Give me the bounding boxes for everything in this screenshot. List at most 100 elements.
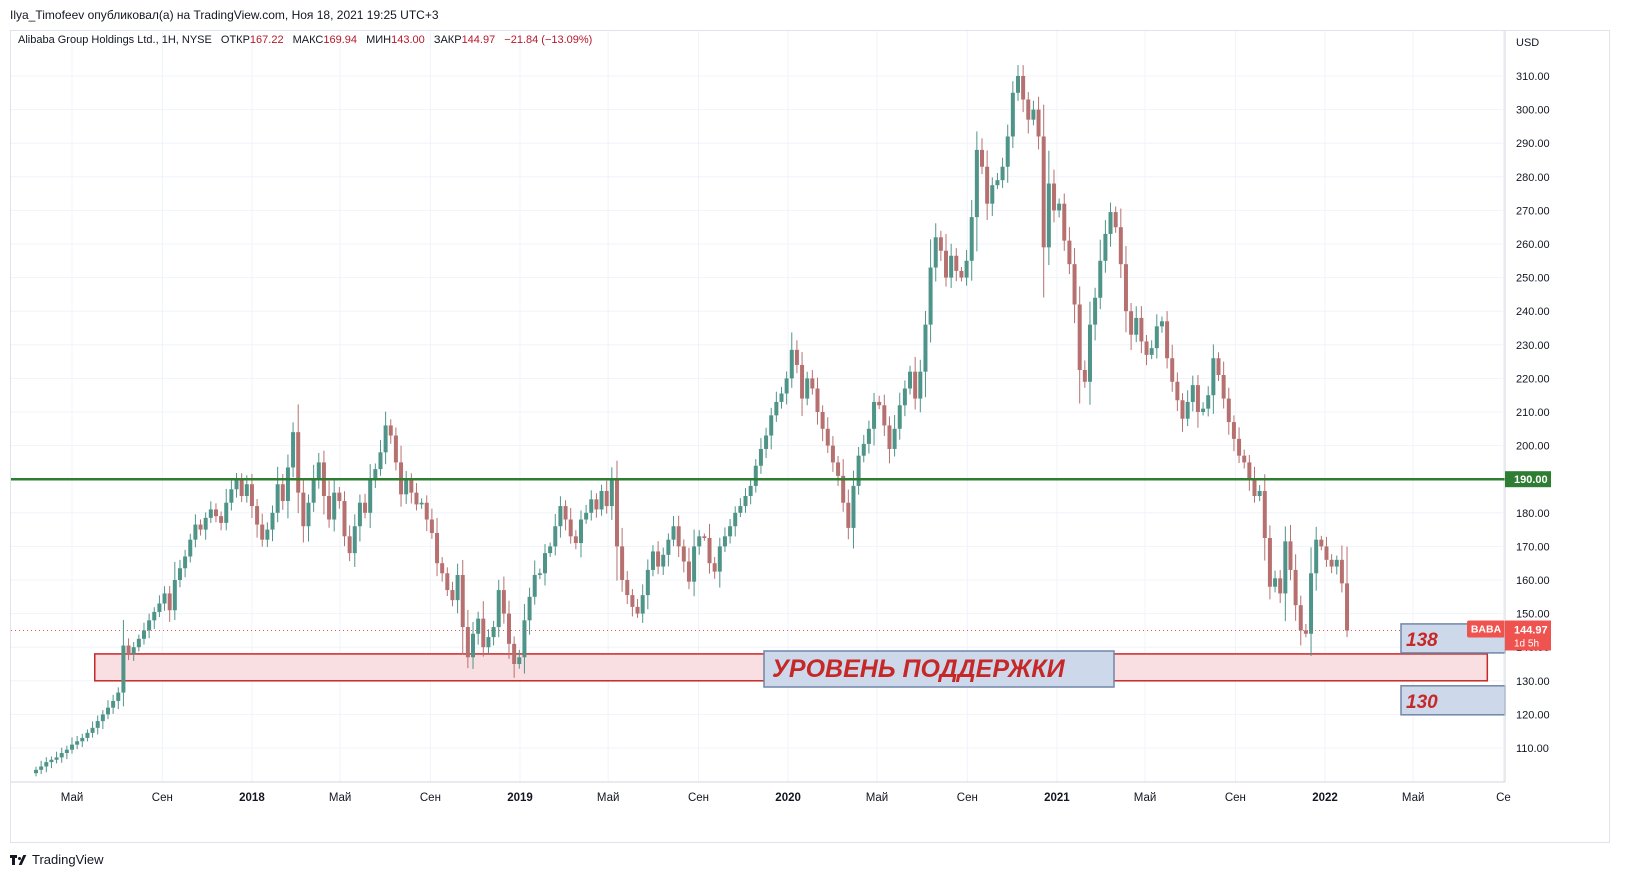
- x-tick-label: 2019: [507, 792, 533, 804]
- candle-body: [285, 467, 290, 502]
- ticker-badge: [1467, 620, 1505, 638]
- chart-frame[interactable]: УРОВЕНЬ ПОДДЕРЖКИ 138 130 BABA USD 110.00 120.…: [10, 30, 1610, 843]
- level-label-130: 130: [1406, 692, 1438, 713]
- candle-body: [1046, 183, 1051, 248]
- candle-body: [661, 554, 666, 567]
- candle-body: [630, 595, 635, 607]
- candle-body: [733, 512, 738, 527]
- x-tick-label: 2022: [1312, 792, 1338, 804]
- candle-body: [887, 425, 892, 449]
- candle-body: [990, 185, 995, 204]
- candle-body: [1000, 166, 1005, 181]
- x-tick-label: Сен: [957, 792, 978, 804]
- candle-body: [414, 492, 419, 505]
- candle-body: [1278, 578, 1283, 594]
- resistance-price-badge: [1505, 471, 1551, 488]
- candle-body: [280, 484, 285, 502]
- y-tick-label: 290.00: [1516, 138, 1550, 150]
- candle-body: [255, 506, 260, 525]
- candle-body: [774, 401, 779, 416]
- candle-body: [841, 475, 846, 503]
- candle-body: [578, 519, 583, 544]
- candle-body: [39, 766, 44, 770]
- footer-brand-text: TradingView: [32, 852, 104, 867]
- y-tick-label: 310.00: [1516, 71, 1550, 83]
- chart-legend: Alibaba Group Holdings Ltd., 1Н, NYSE ОТ…: [18, 34, 592, 46]
- candle-body: [517, 657, 522, 664]
- candle-body: [141, 630, 146, 639]
- candle-body: [471, 633, 476, 658]
- candle-body: [95, 721, 100, 728]
- candle-body: [80, 737, 85, 742]
- candle-body: [712, 563, 717, 572]
- candle-body: [1201, 408, 1206, 412]
- candle-body: [1237, 438, 1242, 456]
- candle-body: [440, 563, 445, 574]
- x-tick-label: Май: [866, 792, 889, 804]
- candle-body: [625, 580, 630, 596]
- candle-body: [1134, 317, 1139, 335]
- candle-body: [800, 364, 805, 399]
- y-tick-label: 160.00: [1516, 575, 1550, 587]
- candle-body: [877, 401, 882, 406]
- candle-body: [332, 492, 337, 520]
- candle-body: [64, 749, 69, 754]
- candle-body: [805, 378, 810, 399]
- candle-body: [1072, 264, 1077, 305]
- x-tick-label: Се: [1496, 792, 1511, 804]
- candle-body: [764, 435, 769, 449]
- candle-body: [75, 741, 80, 745]
- candle-body: [100, 714, 105, 722]
- candle-body: [1165, 321, 1170, 359]
- countdown-label: 1d 5h: [1514, 639, 1539, 650]
- candle-body: [363, 502, 368, 513]
- candle-body: [131, 647, 136, 654]
- candle-body: [1057, 203, 1062, 211]
- candle-body: [1031, 109, 1036, 120]
- x-tick-label: Сен: [152, 792, 173, 804]
- candle-body: [177, 568, 182, 580]
- candle-body: [1005, 136, 1010, 167]
- candle-body: [1273, 578, 1278, 587]
- x-tick-label: 2018: [239, 792, 265, 804]
- candle-body: [604, 490, 609, 507]
- y-tick-label: 280.00: [1516, 172, 1550, 184]
- candle-body: [44, 762, 49, 767]
- x-tick-label: Сен: [1225, 792, 1246, 804]
- candle-body: [435, 532, 440, 564]
- candle-body: [650, 551, 655, 570]
- candle-body: [537, 573, 542, 575]
- candle-body: [512, 643, 517, 664]
- candle-body: [692, 546, 697, 582]
- candle-body: [614, 479, 619, 547]
- candle-body: [553, 526, 558, 547]
- footer-brand[interactable]: TradingView: [10, 852, 104, 867]
- candle-body: [908, 371, 913, 389]
- candle-body: [49, 759, 54, 763]
- candle-body: [424, 502, 429, 520]
- candle-body: [995, 180, 1000, 186]
- candle-body: [1180, 400, 1185, 419]
- candle-body: [851, 485, 856, 528]
- y-tick-label: 120.00: [1516, 709, 1550, 721]
- candle-body: [460, 574, 465, 628]
- candle-body: [388, 425, 393, 436]
- candle-body: [954, 255, 959, 271]
- candle-body: [794, 349, 799, 365]
- candle-body: [70, 744, 74, 750]
- candle-body: [1334, 559, 1339, 567]
- candle-body: [923, 324, 928, 372]
- candle-body: [635, 606, 640, 614]
- level-label-138: 138: [1406, 630, 1438, 651]
- candle-body: [902, 388, 907, 406]
- tradingview-logo-icon: [10, 854, 28, 865]
- candle-body: [496, 590, 501, 628]
- candle-body: [445, 573, 450, 591]
- candle-body: [1324, 546, 1329, 560]
- candle-body: [126, 645, 131, 654]
- candle-body: [609, 479, 614, 507]
- candle-body: [311, 479, 316, 503]
- candle-body: [1113, 212, 1118, 228]
- candle-body: [1123, 264, 1128, 312]
- price-chart[interactable]: УРОВЕНЬ ПОДДЕРЖКИ 138 130 BABA USD 110.00 120.…: [11, 31, 1611, 844]
